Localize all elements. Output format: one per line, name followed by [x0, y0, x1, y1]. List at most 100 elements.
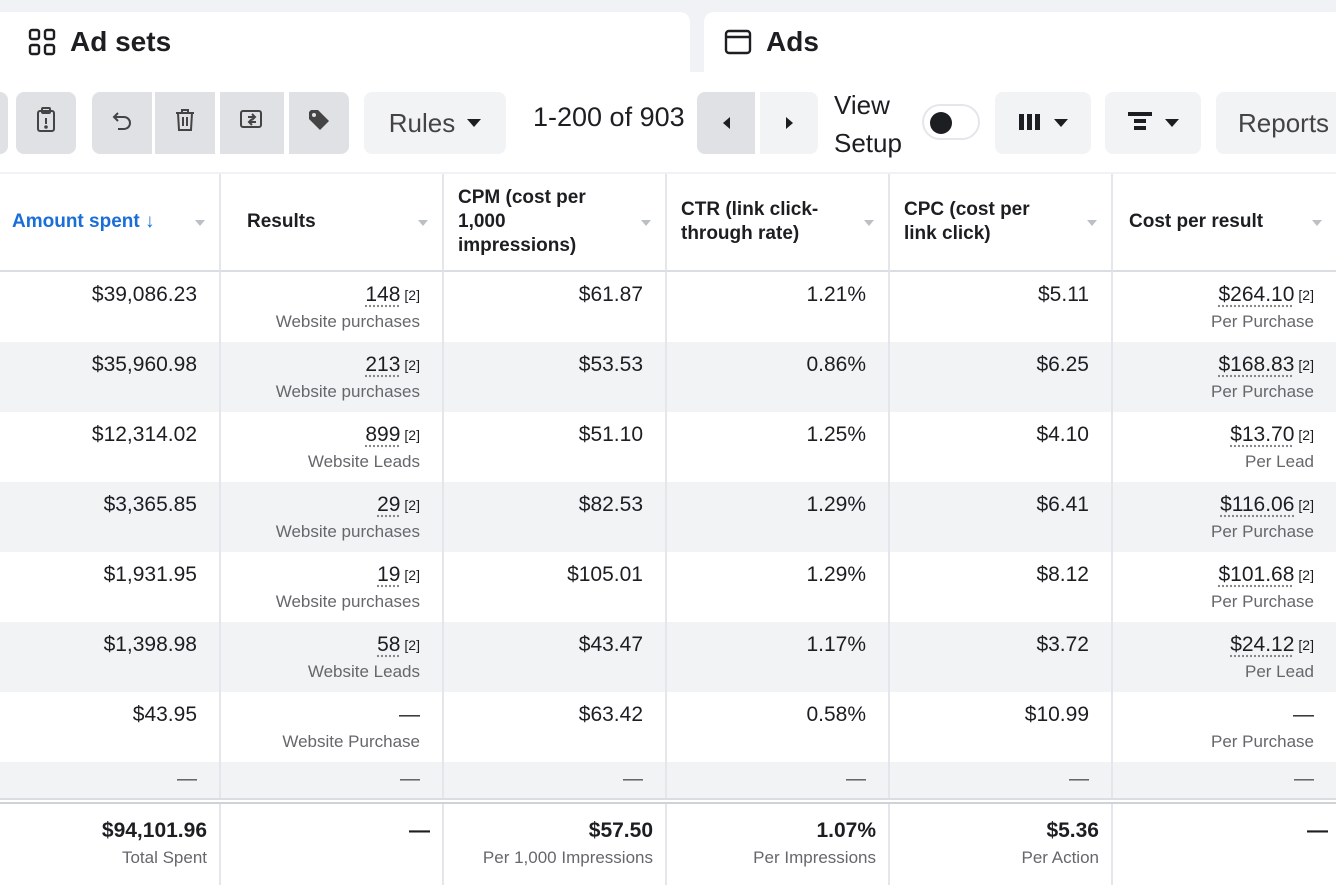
undo-button[interactable] — [92, 92, 152, 154]
column-header-amount-spent[interactable]: Amount spent ↓ — [0, 174, 221, 272]
cell-cpc: $8.12 — [890, 552, 1113, 622]
clipboard-button[interactable] — [16, 92, 76, 154]
cpr-value: $13.70 [2] — [1113, 424, 1314, 446]
ctr-value: 1.17% — [667, 634, 866, 656]
cell-cpm: $43.47 — [444, 622, 667, 692]
ctr-text: 1.25% — [806, 423, 866, 446]
tab-ads[interactable]: Ads — [704, 12, 1336, 72]
results-text[interactable]: 148 — [365, 283, 400, 306]
cpm-text: $51.10 — [579, 423, 643, 446]
cpr-text[interactable]: $101.68 — [1219, 563, 1295, 586]
cell-cpc: $5.11 — [890, 272, 1113, 342]
ctr-text: 1.17% — [806, 633, 866, 656]
cell-results: 58 [2] Website Leads — [221, 622, 444, 692]
cpr-value: $116.06 [2] — [1113, 494, 1314, 516]
results-text: — — [399, 703, 420, 726]
table-row[interactable]: $1,398.98 58 [2] Website Leads $43.47 1.17% $3… — [0, 622, 1336, 692]
rules-dropdown[interactable]: Rules — [364, 92, 506, 154]
cell-ctr: 0.86% — [667, 342, 890, 412]
cell-cpr: $264.10 [2] Per Purchase — [1113, 272, 1336, 342]
header-label: CTR (link click-through rate) — [681, 198, 842, 246]
footnote-marker: [2] — [404, 427, 420, 443]
cpr-value: $264.10 [2] — [1113, 284, 1314, 306]
cell-results: 19 [2] Website purchases — [221, 552, 444, 622]
delete-button[interactable] — [155, 92, 215, 154]
ab-test-button[interactable] — [220, 92, 284, 154]
footnote-marker: [2] — [1298, 357, 1314, 373]
prev-page-button[interactable] — [697, 92, 755, 154]
table-row[interactable]: $1,931.95 19 [2] Website purchases $105.01 1.… — [0, 552, 1336, 622]
empty-cell: — — [444, 768, 643, 791]
cpr-text[interactable]: $116.06 — [1220, 493, 1294, 516]
table-row-empty: — — — — — — — [0, 762, 1336, 800]
clipboard-icon — [35, 107, 57, 140]
cell-results: 899 [2] Website Leads — [221, 412, 444, 482]
amount-value: $35,960.98 — [0, 354, 197, 376]
column-header-cpm[interactable]: CPM (cost per 1,000 impressions) — [444, 174, 667, 272]
reports-button[interactable]: Reports — [1216, 92, 1336, 154]
empty-cell: — — [1113, 768, 1314, 791]
view-setup-toggle[interactable] — [922, 104, 980, 140]
table-row[interactable]: $3,365.85 29 [2] Website purchases $82.53 1.2… — [0, 482, 1336, 552]
chevron-down-icon — [1165, 119, 1179, 127]
results-text[interactable]: 213 — [365, 353, 400, 376]
cpr-label: Per Purchase — [1113, 733, 1314, 751]
column-header-cpc[interactable]: CPC (cost per link click) — [890, 174, 1113, 272]
cpc-text: $3.72 — [1036, 633, 1089, 656]
results-value: 213 [2] — [221, 354, 420, 376]
amount-value: $39,086.23 — [0, 284, 197, 306]
chevron-left-icon — [723, 117, 730, 129]
column-header-cost-per-result[interactable]: Cost per result — [1113, 174, 1336, 272]
cell-ctr: 1.21% — [667, 272, 890, 342]
tab-ad-sets[interactable]: Ad sets — [0, 12, 690, 72]
footnote-marker: [2] — [404, 357, 420, 373]
next-page-button[interactable] — [760, 92, 818, 154]
footnote-marker: [2] — [404, 637, 420, 653]
amount-text: $3,365.85 — [104, 493, 197, 516]
tag-button[interactable] — [289, 92, 349, 154]
columns-dropdown[interactable] — [995, 92, 1091, 154]
view-setup-line-1: View — [834, 86, 902, 124]
table-row[interactable]: $39,086.23 148 [2] Website purchases $61.87 1… — [0, 272, 1336, 342]
sort-icon — [641, 220, 651, 226]
rules-label: Rules — [389, 108, 455, 139]
cell-cpm: $53.53 — [444, 342, 667, 412]
cpc-value: $10.99 — [890, 704, 1089, 726]
data-table: Amount spent ↓ Results CPM (cost per 1,0… — [0, 174, 1336, 883]
column-header-results[interactable]: Results — [221, 174, 444, 272]
cpm-value: $82.53 — [444, 494, 643, 516]
swap-icon — [239, 108, 265, 139]
breakdown-dropdown[interactable] — [1105, 92, 1201, 154]
empty-cell: — — [0, 768, 197, 791]
results-text[interactable]: 19 — [377, 563, 400, 586]
cell-amount: $3,365.85 — [0, 482, 221, 552]
results-text[interactable]: 899 — [365, 423, 400, 446]
view-setup-label: View Setup — [834, 86, 902, 162]
cpr-text[interactable]: $264.10 — [1219, 283, 1295, 306]
cell-cpm: $61.87 — [444, 272, 667, 342]
results-text[interactable]: 29 — [377, 493, 400, 516]
cpr-value: $168.83 [2] — [1113, 354, 1314, 376]
table-row[interactable]: $12,314.02 899 [2] Website Leads $51.10 1.25%… — [0, 412, 1336, 482]
table-row[interactable]: $35,960.98 213 [2] Website purchases $53.53 0… — [0, 342, 1336, 412]
cpc-text: $4.10 — [1036, 423, 1089, 446]
cpm-value: $105.01 — [444, 564, 643, 586]
cpc-text: $10.99 — [1025, 703, 1089, 726]
toolbar-edge-button[interactable] — [0, 92, 8, 154]
cpr-text[interactable]: $168.83 — [1219, 353, 1295, 376]
results-label: Website Leads — [221, 453, 420, 471]
grid-icon — [26, 26, 58, 58]
amount-text: $39,086.23 — [92, 283, 197, 306]
cpr-value: — — [1113, 704, 1314, 726]
header-label: CPC (cost per link click) — [904, 198, 1041, 246]
cell-cpm: $63.42 — [444, 692, 667, 762]
total-results: — — [221, 820, 430, 842]
column-header-ctr[interactable]: CTR (link click-through rate) — [667, 174, 890, 272]
cpr-text[interactable]: $24.12 — [1230, 633, 1294, 656]
ctr-text: 1.29% — [806, 493, 866, 516]
table-row[interactable]: $43.95 — Website Purchase $63.42 0.58% $10.99… — [0, 692, 1336, 762]
cpr-text[interactable]: $13.70 — [1230, 423, 1294, 446]
cell-amount: $35,960.98 — [0, 342, 221, 412]
cpm-text: $63.42 — [579, 703, 643, 726]
results-text[interactable]: 58 — [377, 633, 400, 656]
